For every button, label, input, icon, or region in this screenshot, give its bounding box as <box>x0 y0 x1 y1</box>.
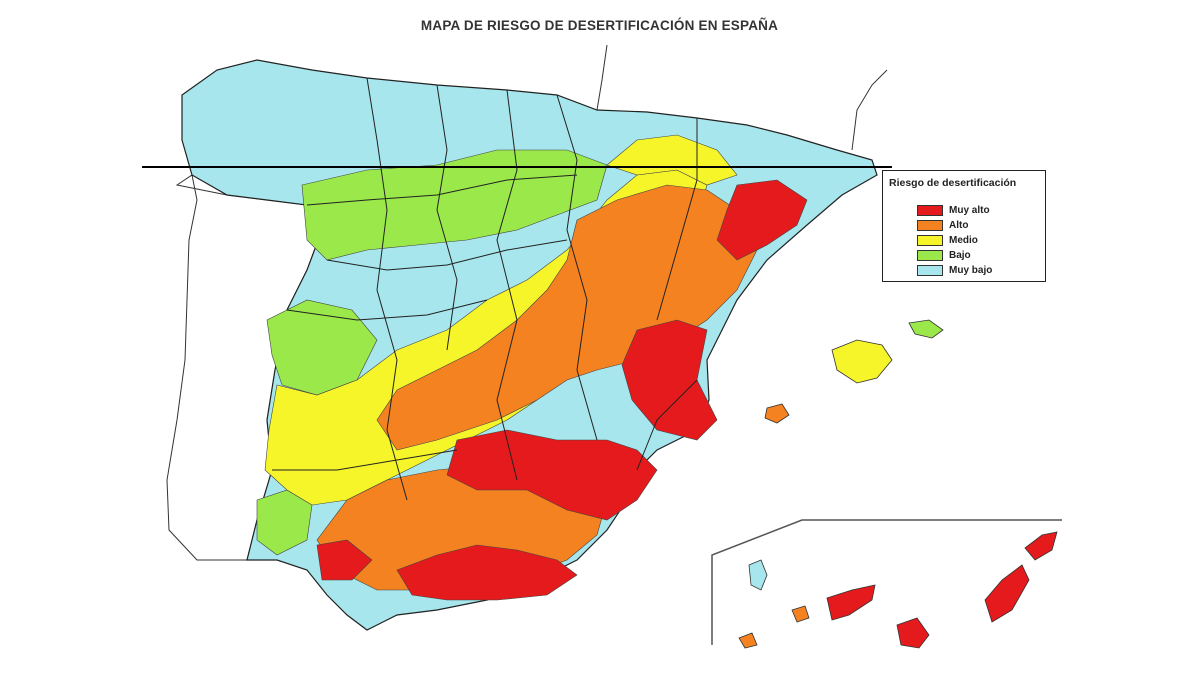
legend-label-bajo: Bajo <box>949 249 971 261</box>
island-fuerteventura <box>984 564 1030 623</box>
legend-label-muy-bajo: Muy bajo <box>949 264 993 276</box>
legend-item-alto: Alto <box>917 218 968 232</box>
legend-item-muy-bajo: Muy bajo <box>917 263 992 277</box>
zone-muyalto-cadiz <box>316 539 373 581</box>
map-panel: MAPA DE RIESGO DE DESERTIFICACIÓN EN ESP… <box>137 0 1062 650</box>
island-lanzarote <box>1024 531 1058 561</box>
legend-swatch-muy-alto <box>917 204 943 216</box>
island-mallorca <box>831 339 893 384</box>
legend-label-muy-alto: Muy alto <box>949 204 990 216</box>
map-title: MAPA DE RIESGO DE DESERTIFICACIÓN EN ESP… <box>420 18 779 33</box>
island-tenerife <box>826 584 876 621</box>
legend: Riesgo de desertificación Muy alto Alto … <box>882 170 1046 282</box>
legend-item-bajo: Bajo <box>917 248 971 262</box>
island-menorca <box>908 319 944 339</box>
canarias-inset-frame <box>711 519 1062 645</box>
legend-label-medio: Medio <box>949 234 978 246</box>
legend-item-muy-alto: Muy alto <box>917 203 990 217</box>
legend-swatch-medio <box>917 234 943 246</box>
zone-muyalto-valencia <box>621 319 718 441</box>
island-gomera <box>791 605 810 623</box>
france-coast <box>596 44 608 111</box>
legend-swatch-muy-bajo <box>917 264 943 276</box>
zone-muyalto-almeria <box>396 544 578 601</box>
zone-medio-aragon <box>606 134 738 186</box>
zone-muyalto-murcia <box>446 429 658 521</box>
island-la-palma <box>748 559 768 591</box>
zone-bajo-north <box>301 149 608 261</box>
zone-muyalto-catalonia <box>716 179 808 261</box>
france-coast-east <box>851 69 888 151</box>
legend-item-medio: Medio <box>917 233 978 247</box>
island-gran-canaria <box>896 617 930 649</box>
spain-map <box>142 44 1062 649</box>
island-hierro <box>738 632 758 649</box>
legend-label-alto: Alto <box>949 219 969 231</box>
legend-swatch-alto <box>917 219 943 231</box>
island-ibiza <box>764 403 790 424</box>
legend-swatch-bajo <box>917 249 943 261</box>
province-borders <box>272 77 698 501</box>
legend-title: Riesgo de desertificación <box>889 177 1017 189</box>
